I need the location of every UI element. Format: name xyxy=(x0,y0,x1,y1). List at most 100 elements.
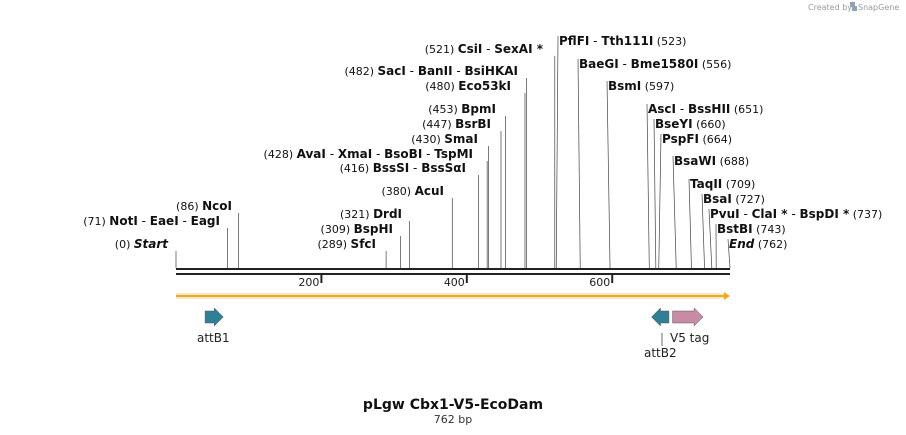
site-name: PspFI xyxy=(662,132,699,146)
site-line xyxy=(606,80,611,269)
snapgene-logo-icon xyxy=(850,2,857,11)
site-separator: - xyxy=(740,207,752,221)
feature-label: attB2 xyxy=(644,346,677,360)
site-separator: - xyxy=(179,214,191,228)
site-name: BsoBI xyxy=(384,147,422,161)
site-name: BssHII xyxy=(688,102,730,116)
site-name: BpmI xyxy=(461,102,496,116)
site-position: (289) xyxy=(317,238,350,251)
site-separator: - xyxy=(138,214,150,228)
site-position: (521) xyxy=(425,43,458,56)
site-separator: - xyxy=(482,42,494,56)
site-name: SfcI xyxy=(351,237,376,251)
feature-label: attB1 xyxy=(197,331,230,345)
site-separator: - xyxy=(619,57,631,71)
site-label: (380) AcuI xyxy=(382,184,445,198)
feature-arrow-attb2 xyxy=(651,307,670,327)
site-label: TaqII (709) xyxy=(690,177,755,191)
site-label: BsmI (597) xyxy=(608,79,674,93)
site-position: (71) xyxy=(83,215,109,228)
dna-backbone xyxy=(176,268,730,275)
site-name: BsiHKAI xyxy=(465,64,519,78)
site-position: (743) xyxy=(753,223,786,236)
site-name: BseYI xyxy=(655,117,693,131)
site-name: BssSI xyxy=(373,161,410,175)
orf-arrowhead xyxy=(724,292,730,300)
site-position: (762) xyxy=(754,238,787,251)
site-name: SacI xyxy=(378,64,406,78)
site-line xyxy=(727,238,731,269)
site-line xyxy=(555,35,559,269)
site-name: TaqII xyxy=(690,177,722,191)
site-label: (480) Eco53kI xyxy=(425,79,511,93)
site-name: AvaI xyxy=(297,147,326,161)
site-name: SexAI * xyxy=(494,42,543,56)
site-name: BssSαI xyxy=(421,161,466,175)
site-name: ClaI * xyxy=(752,207,789,221)
site-name: BaeGI xyxy=(579,57,619,71)
feature-label: V5 tag xyxy=(670,331,709,345)
site-name: Tth111I xyxy=(601,34,653,48)
site-line xyxy=(646,103,650,269)
site-label: (71) NotI - EaeI - EagI xyxy=(83,214,220,228)
site-label: (309) BspHI xyxy=(321,222,393,236)
site-name: Bme1580I xyxy=(631,57,699,71)
site-position: (597) xyxy=(641,80,674,93)
site-position: (709) xyxy=(722,178,755,191)
map-title: pLgw Cbx1-V5-EcoDam xyxy=(363,397,543,413)
site-name: BspHI xyxy=(354,222,393,236)
site-label: AscI - BssHII (651) xyxy=(648,102,763,116)
site-position: (727) xyxy=(732,193,765,206)
site-position: (482) xyxy=(344,65,377,78)
site-name: TspMI xyxy=(434,147,473,161)
site-label: (521) CsiI - SexAI * xyxy=(425,42,544,56)
site-separator: - xyxy=(676,102,688,116)
tick-label: 600 xyxy=(589,276,610,289)
orf-arrow xyxy=(176,292,730,300)
site-label: (321) DrdI xyxy=(340,207,402,221)
site-label: (86) NcoI xyxy=(176,199,232,213)
backbone-strand-top xyxy=(176,268,730,270)
site-position: (480) xyxy=(425,80,458,93)
site-name: AcuI xyxy=(415,184,444,198)
tick-label: 200 xyxy=(298,276,319,289)
site-label: End (762) xyxy=(729,237,787,251)
snapgene-credit: Created by SnapGene xyxy=(808,2,899,12)
site-separator: - xyxy=(406,64,418,78)
site-label: BseYI (660) xyxy=(655,117,726,131)
site-label: PflFI - Tth111I (523) xyxy=(559,34,686,48)
site-label: PvuI - ClaI * - BspDI * (737) xyxy=(710,207,882,221)
site-label: (428) AvaI - XmaI - BsoBI - TspMI xyxy=(264,147,473,161)
site-line xyxy=(708,208,713,269)
site-name: Eco53kI xyxy=(458,79,511,93)
feature-arrow-attb1 xyxy=(204,307,224,327)
site-position: (428) xyxy=(264,148,297,161)
site-position: (523) xyxy=(653,35,686,48)
site-position: (556) xyxy=(698,58,731,71)
site-label: (416) BssSI - BssSαI xyxy=(340,161,466,175)
site-position: (309) xyxy=(321,223,354,236)
site-position: (664) xyxy=(699,133,732,146)
site-line xyxy=(672,155,677,269)
site-name: BanII xyxy=(418,64,453,78)
site-line xyxy=(577,58,581,269)
site-name: NcoI xyxy=(202,199,232,213)
site-separator: - xyxy=(422,147,434,161)
ruler-ticks: 200 400 600 xyxy=(298,275,614,289)
site-position: (380) xyxy=(382,185,415,198)
credit-text: Created by xyxy=(808,3,852,12)
site-separator: - xyxy=(409,161,421,175)
site-label: BsaWI (688) xyxy=(674,154,749,168)
site-name: PvuI xyxy=(710,207,740,221)
site-name: AscI xyxy=(648,102,676,116)
site-name: NotI xyxy=(109,214,138,228)
site-position: (453) xyxy=(428,103,461,116)
site-label: BstBI (743) xyxy=(717,222,786,236)
site-label: (453) BpmI xyxy=(428,102,496,116)
site-label: PspFI (664) xyxy=(662,132,732,146)
map-length: 762 bp xyxy=(434,413,472,426)
site-label: BsaI (727) xyxy=(703,192,765,206)
site-name: End xyxy=(729,237,755,251)
